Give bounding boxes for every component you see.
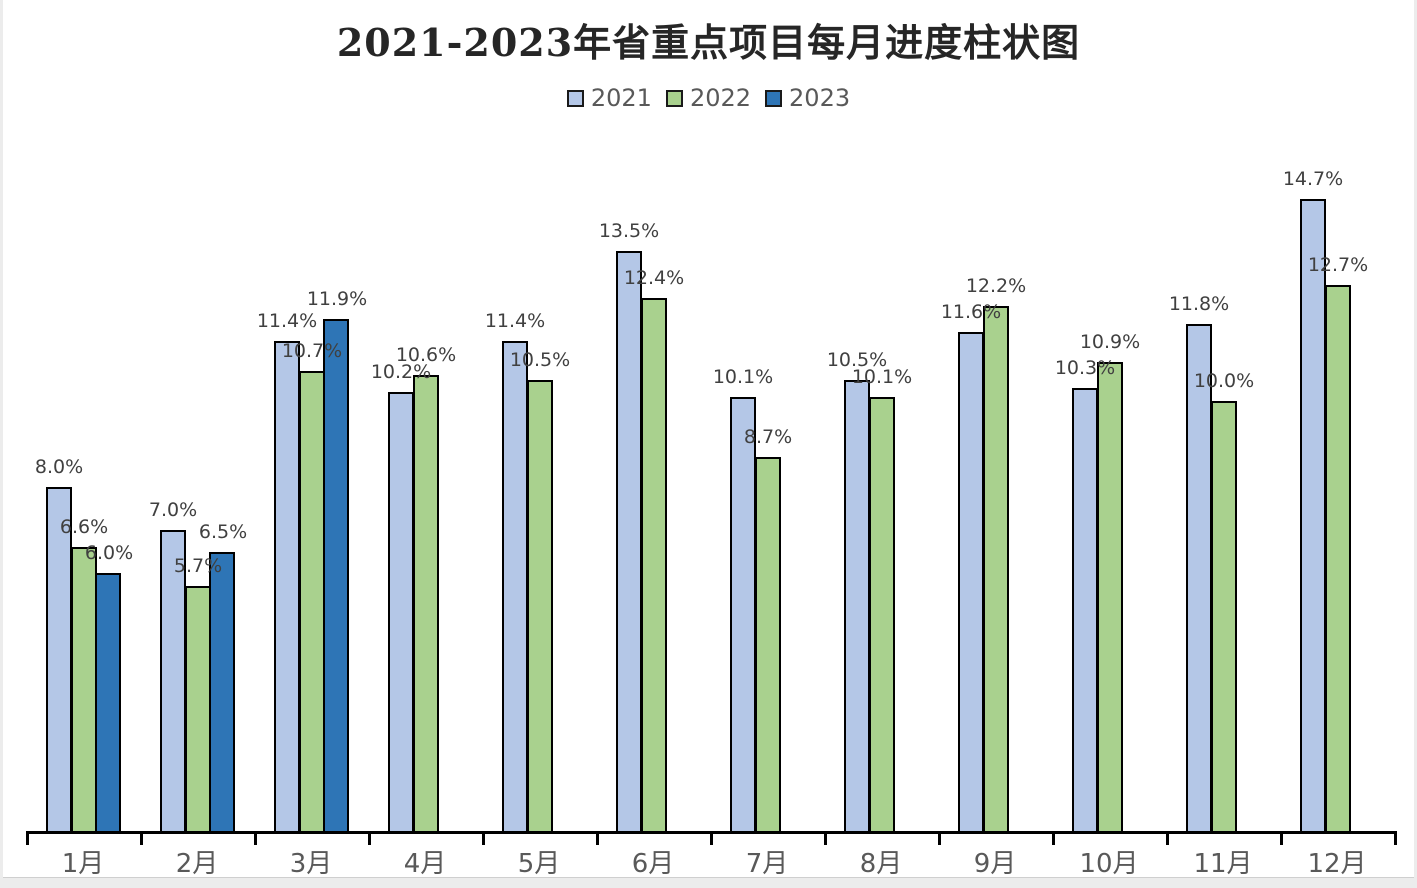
bar-2021-10月 [1072,388,1098,831]
bar-2021-9月 [958,332,984,831]
x-axis-label-6月: 6月 [631,849,675,879]
bar-label-2022-6月: 12.4% [623,267,685,289]
x-axis-label-3月: 3月 [289,849,333,879]
bar-2021-12月 [1300,199,1326,831]
bar-2022-11月 [1211,401,1237,831]
bar-label-2023-3月: 11.9% [306,288,368,310]
bar-label-2021-5月: 11.4% [484,310,546,332]
legend: 2021 2022 2023 [3,84,1414,112]
bar-label-2022-4月: 10.6% [395,344,457,366]
x-axis-label-4月: 4月 [403,849,447,879]
legend-swatch-2021-icon [566,89,584,107]
bar-label-2021-11月: 11.8% [1168,293,1230,315]
x-axis-label-5月: 5月 [517,849,561,879]
x-axis-tick [596,831,599,845]
bar-2022-10月 [1097,362,1123,831]
legend-label-2021: 2021 [590,84,652,112]
bar-label-2021-8月: 10.5% [826,349,888,371]
bar-label-2022-3月: 10.7% [281,340,343,362]
x-axis-label-12月: 12月 [1307,849,1367,879]
bar-label-2022-12月: 12.7% [1307,254,1369,276]
x-axis-tick [140,831,143,845]
x-axis-tick [368,831,371,845]
bar-2022-7月 [755,457,781,831]
x-axis-tick [710,831,713,845]
chart-canvas: 2021-2023年省重点项目每月进度柱状图 2021 2022 2023 1月… [3,0,1414,879]
legend-item-2023: 2023 [765,84,850,112]
bar-2022-6月 [641,298,667,831]
x-axis-label-7月: 7月 [745,849,789,879]
bar-label-2021-9月: 11.6% [940,301,1002,323]
bar-label-2021-7月: 10.1% [712,366,774,388]
legend-swatch-2023-icon [765,89,783,107]
bar-2022-5月 [527,380,553,832]
bar-2022-2月 [185,586,211,831]
bar-2021-5月 [502,341,528,831]
legend-item-2022: 2022 [665,84,752,112]
bar-label-2021-4月: 10.2% [370,361,432,383]
bar-2021-11月 [1186,324,1212,831]
x-axis-tick [254,831,257,845]
bar-2022-3月 [299,371,325,831]
bar-label-2022-10月: 10.9% [1079,331,1141,353]
legend-swatch-2022-icon [665,89,683,107]
x-axis-tick [1052,831,1055,845]
bar-label-2022-11月: 10.0% [1193,370,1255,392]
bar-label-2022-5月: 10.5% [509,349,571,371]
bar-2021-7月 [730,397,756,831]
bar-label-2021-1月: 8.0% [34,456,84,478]
bar-2021-8月 [844,380,870,832]
x-axis-label-9月: 9月 [973,849,1017,879]
x-axis-tick [26,831,29,845]
x-axis-tick [1166,831,1169,845]
bar-2022-12月 [1325,285,1351,831]
legend-label-2023: 2023 [789,84,851,112]
bar-2022-4月 [413,375,439,831]
x-axis-tick [1280,831,1283,845]
x-axis-tick [938,831,941,845]
bar-label-2021-10月: 10.3% [1054,357,1116,379]
bar-2021-3月 [274,341,300,831]
bar-label-2021-2月: 7.0% [148,499,198,521]
bar-label-2023-2月: 6.5% [198,521,248,543]
bar-label-2021-3月: 11.4% [256,310,318,332]
bar-2023-1月 [95,573,121,831]
x-axis-label-8月: 8月 [859,849,903,879]
bar-2022-9月 [983,306,1009,831]
bar-label-2022-8月: 10.1% [851,366,913,388]
bar-2022-8月 [869,397,895,831]
x-axis-label-11月: 11月 [1193,849,1253,879]
legend-label-2022: 2022 [689,84,752,112]
x-axis-label-1月: 1月 [61,849,105,879]
bar-label-2021-6月: 13.5% [598,220,660,242]
bar-label-2022-9月: 12.2% [965,275,1027,297]
bar-2023-2月 [209,552,235,832]
x-axis-tick [482,831,485,845]
bar-2023-3月 [323,319,349,831]
bar-2021-6月 [616,251,642,832]
x-axis-tick [1394,831,1397,845]
x-axis-label-2月: 2月 [175,849,219,879]
chart-title: 2021-2023年省重点项目每月进度柱状图 [336,20,1081,65]
plot-area: 1月 2月 3月 4月 5月 6月 7月 8月 9月 10月 11月 12月 8.0% 7.0% 11.4%… [3,0,1414,879]
bar-label-2023-1月: 6.0% [84,542,134,564]
bar-label-2021-12月: 14.7% [1282,168,1344,190]
x-axis-label-10月: 10月 [1079,849,1139,879]
bar-label-2022-2月: 5.7% [173,555,223,577]
legend-item-2021: 2021 [566,84,652,112]
bar-2021-4月 [388,392,414,831]
bar-label-2022-1月: 6.6% [59,516,109,538]
bar-2022-1月 [71,547,97,831]
bar-label-2022-7月: 8.7% [743,426,793,448]
x-axis-tick [824,831,827,845]
